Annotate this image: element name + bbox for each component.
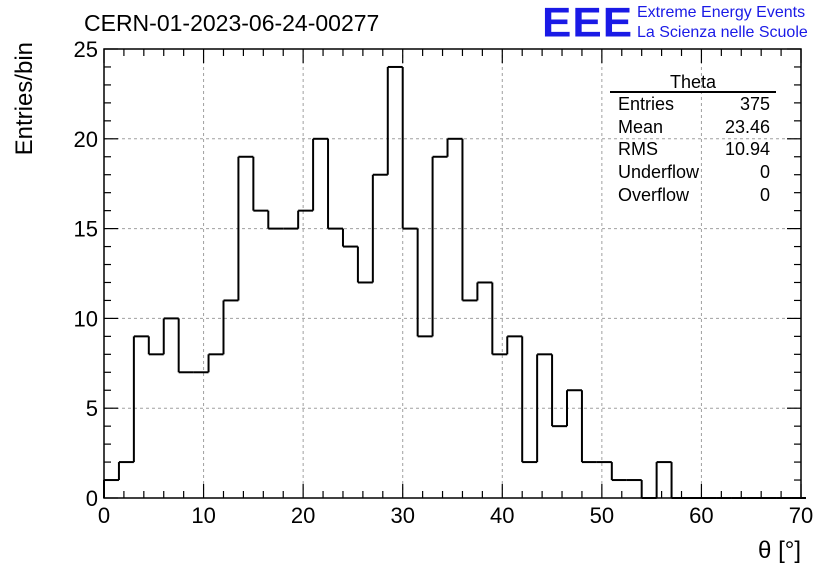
x-tick-label: 10 bbox=[191, 503, 215, 528]
histogram-bin bbox=[401, 66, 418, 230]
histogram-bin bbox=[297, 209, 314, 229]
stats-title: Theta bbox=[669, 72, 717, 92]
stats-key: Entries bbox=[618, 94, 675, 114]
histogram-bin bbox=[670, 462, 687, 499]
histogram-bin bbox=[371, 173, 388, 283]
logo-subtitle-2: La Scienza nelle Scuole bbox=[637, 24, 808, 41]
y-tick-label: 0 bbox=[86, 486, 98, 511]
histogram-bin bbox=[117, 461, 134, 481]
y-axis-label: Entries/bin bbox=[11, 42, 38, 155]
histogram-bin bbox=[491, 282, 508, 356]
eee-logo: EEE bbox=[542, 0, 634, 46]
histogram-bin bbox=[252, 156, 269, 212]
histogram-bin bbox=[640, 480, 657, 499]
histogram-bin bbox=[267, 210, 284, 230]
histogram-bin bbox=[655, 461, 672, 498]
stats-row-mean: Mean 23.46 bbox=[618, 117, 770, 139]
histogram-bin bbox=[461, 138, 478, 302]
histogram-bin bbox=[446, 137, 463, 157]
histogram-bin bbox=[312, 137, 329, 211]
x-tick-label: 30 bbox=[390, 503, 414, 528]
histogram-bin bbox=[536, 353, 553, 463]
histogram-bin bbox=[580, 390, 597, 464]
stats-divider bbox=[610, 91, 776, 93]
histogram-bin bbox=[356, 246, 373, 284]
stats-value: 0 bbox=[759, 162, 770, 182]
histogram-bin bbox=[327, 138, 343, 230]
histogram-bin bbox=[431, 155, 448, 337]
stats-value: 10.94 bbox=[724, 139, 770, 159]
histogram-bin bbox=[610, 462, 627, 482]
x-tick-label: 50 bbox=[590, 503, 614, 528]
stats-row-entries: Entries 375 bbox=[618, 94, 770, 116]
x-tick-label: 40 bbox=[490, 503, 514, 528]
histogram-bin bbox=[551, 354, 568, 428]
histogram-bin bbox=[132, 335, 149, 463]
logo-subtitle-1: Extreme Energy Events bbox=[637, 4, 806, 21]
x-tick-label: 0 bbox=[98, 503, 110, 528]
histogram-bin bbox=[386, 65, 403, 175]
x-axis-label: θ [°] bbox=[758, 537, 801, 564]
y-tick-label: 20 bbox=[74, 127, 98, 152]
y-tick-label: 10 bbox=[74, 306, 98, 331]
stats-key: Mean bbox=[618, 117, 664, 137]
statistics-box: Theta Entries 375 Mean 23.46 RMS 10.94 U… bbox=[610, 72, 778, 210]
stats-value: 23.46 bbox=[724, 117, 770, 137]
stats-value: 0 bbox=[759, 185, 770, 205]
histogram-bin bbox=[237, 155, 254, 301]
x-tick-label: 60 bbox=[689, 503, 713, 528]
stats-row-rms: RMS 10.94 bbox=[618, 139, 770, 161]
stats-key: Underflow bbox=[618, 162, 700, 182]
y-tick-label: 5 bbox=[86, 396, 98, 421]
stats-key: RMS bbox=[618, 139, 658, 159]
histogram-bars bbox=[103, 65, 806, 499]
plot-frame bbox=[103, 48, 802, 499]
histogram-bin bbox=[207, 353, 224, 373]
run-title: CERN-01-2023-06-24-00277 bbox=[84, 10, 380, 36]
x-tick-label: 20 bbox=[291, 503, 315, 528]
stats-row-overflow: Overflow 0 bbox=[618, 185, 770, 207]
stats-key: Overflow bbox=[618, 185, 690, 205]
stats-row-underflow: Underflow 0 bbox=[618, 162, 770, 184]
histogram-bin bbox=[566, 389, 582, 427]
histogram-bin bbox=[147, 336, 164, 356]
histogram-bin bbox=[506, 335, 523, 355]
y-tick-label: 25 bbox=[74, 37, 98, 62]
x-tick-label: 70 bbox=[789, 503, 813, 528]
histogram-bin bbox=[177, 318, 194, 374]
stats-value: 375 bbox=[739, 94, 770, 114]
histogram-bin bbox=[103, 479, 119, 498]
histogram-bin bbox=[341, 228, 358, 248]
histogram-bin bbox=[416, 228, 433, 338]
histogram-bin bbox=[476, 281, 493, 301]
histogram-bin bbox=[521, 336, 538, 464]
tick-labels: 0 10 20 30 40 50 60 70 0 5 10 15 20 25 bbox=[74, 37, 814, 528]
y-tick-label: 15 bbox=[74, 217, 98, 242]
histogram-bin bbox=[222, 299, 239, 355]
histogram-bin bbox=[162, 317, 179, 355]
